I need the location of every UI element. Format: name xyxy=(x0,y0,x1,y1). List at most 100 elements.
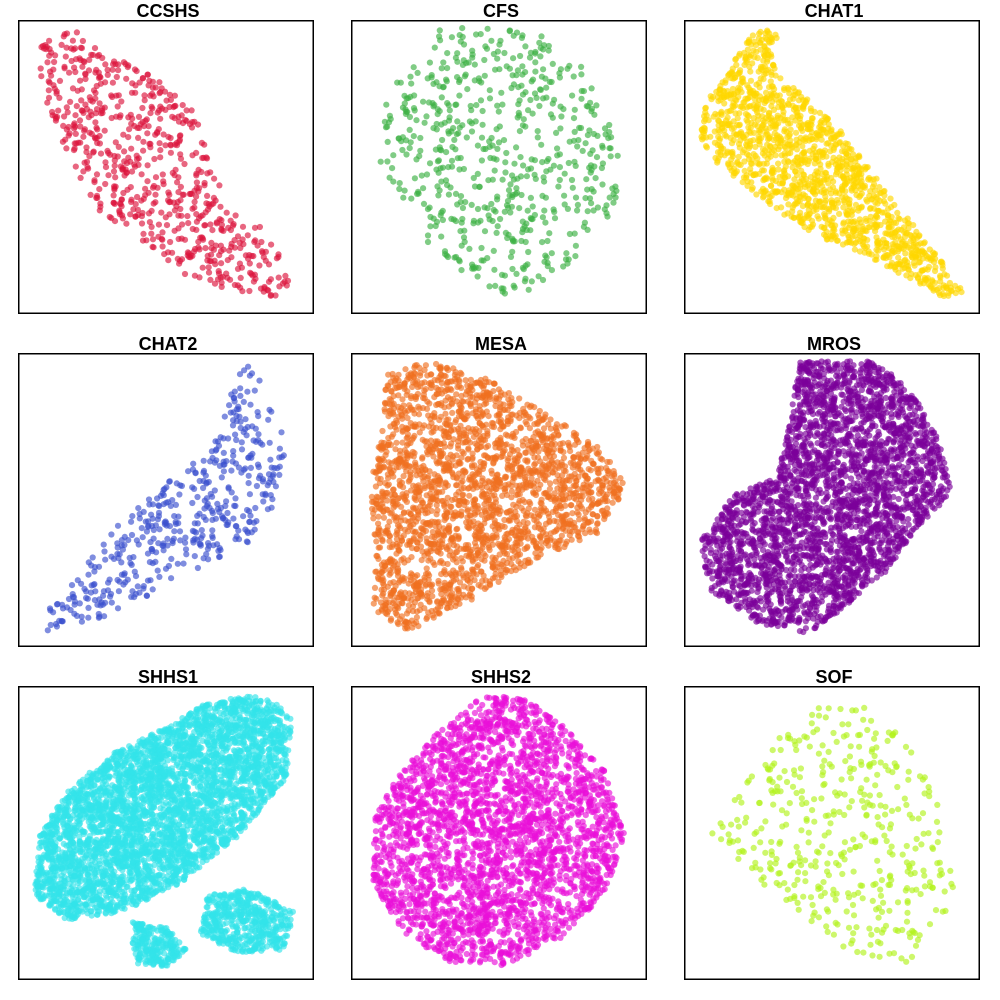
scatter-point xyxy=(216,553,223,560)
scatter-point xyxy=(505,231,512,238)
scatter-point xyxy=(848,212,855,219)
scatter-point xyxy=(478,244,485,252)
scatter-point xyxy=(711,139,718,146)
scatter-point xyxy=(205,556,212,563)
scatter-point xyxy=(105,149,112,157)
scatter-point xyxy=(233,412,240,419)
scatter-point xyxy=(469,585,476,592)
scatter-point xyxy=(145,123,152,130)
scatter-point xyxy=(205,264,212,271)
scatter-point xyxy=(555,183,562,190)
scatter-point xyxy=(165,133,172,140)
scatter-point xyxy=(156,79,163,86)
scatter-point xyxy=(810,208,817,215)
scatter-point xyxy=(56,94,63,101)
scatter-point xyxy=(178,212,185,219)
scatter-point xyxy=(763,46,770,53)
scatter-point xyxy=(458,566,465,573)
scatter-point xyxy=(855,152,863,159)
scatter-point xyxy=(437,165,444,172)
scatter-point xyxy=(545,421,552,428)
scatter-point xyxy=(224,257,231,264)
scatter-point xyxy=(514,175,521,182)
scatter-point xyxy=(855,183,862,190)
scatter-point xyxy=(567,448,574,455)
scatter-point xyxy=(159,542,166,549)
scatter-point xyxy=(919,250,926,257)
scatter-point xyxy=(908,249,915,257)
scatter-point xyxy=(740,78,747,85)
scatter-point xyxy=(871,187,878,194)
scatter-point xyxy=(46,605,54,612)
scatter-point xyxy=(275,251,282,258)
scatter-point xyxy=(833,141,840,148)
scatter-point xyxy=(461,502,468,509)
scatter-point xyxy=(517,425,524,432)
scatter-points xyxy=(44,363,287,634)
scatter-point xyxy=(437,371,444,378)
scatter-point xyxy=(527,194,534,201)
scatter-point xyxy=(240,429,247,436)
scatter-point xyxy=(524,261,531,268)
scatter-point xyxy=(473,466,480,473)
scatter-point xyxy=(229,422,237,429)
scatter-point xyxy=(70,46,77,53)
scatter-point xyxy=(223,209,230,216)
scatter-point xyxy=(247,464,254,471)
scatter-point xyxy=(524,543,531,550)
scatter-point xyxy=(184,249,191,256)
scatter-point xyxy=(250,253,257,260)
scatter-point xyxy=(233,436,240,444)
scatter-point xyxy=(556,537,563,544)
scatter-point xyxy=(101,548,108,555)
scatter-point xyxy=(384,138,391,145)
scatter-point xyxy=(388,433,395,440)
scatter-point xyxy=(477,482,484,489)
scatter-point xyxy=(913,247,920,254)
scatter-point xyxy=(150,182,158,190)
scatter-point xyxy=(449,143,456,151)
scatter-point xyxy=(399,146,406,154)
scatter-point xyxy=(494,223,501,230)
scatter-point xyxy=(253,482,260,490)
scatter-point xyxy=(490,50,497,58)
scatter-point xyxy=(610,199,617,206)
scatter-point xyxy=(265,471,273,478)
scatter-point xyxy=(504,197,512,205)
scatter-point xyxy=(405,595,412,602)
scatter-point xyxy=(572,194,580,201)
scatter-point xyxy=(179,120,187,127)
scatter-point xyxy=(753,104,760,111)
scatter-point xyxy=(435,192,442,199)
scatter-point xyxy=(138,213,145,220)
scatter-point xyxy=(546,230,553,237)
scatter-point xyxy=(84,595,91,602)
scatter-point xyxy=(497,215,504,223)
scatter-point xyxy=(506,508,513,515)
scatter-point xyxy=(919,267,926,274)
scatter-point xyxy=(496,123,503,130)
scatter-point xyxy=(739,149,746,156)
scatter-point xyxy=(480,462,487,469)
scatter-points xyxy=(368,360,626,632)
scatter-point xyxy=(762,131,769,138)
scatter-point xyxy=(45,87,52,94)
scatter-point xyxy=(44,99,51,106)
scatter-point xyxy=(765,147,772,154)
scatter-point xyxy=(594,513,601,520)
scatter-point xyxy=(807,105,814,112)
scatter-point xyxy=(436,459,443,466)
scatter-point xyxy=(483,379,490,386)
scatter-point xyxy=(213,457,220,464)
scatter-point xyxy=(71,601,78,608)
scatter-point xyxy=(578,63,585,70)
scatter-point xyxy=(790,214,797,221)
scatter-point xyxy=(571,158,578,165)
scatter-point xyxy=(73,103,80,110)
scatter-point xyxy=(117,163,124,170)
scatter-point xyxy=(790,85,797,92)
scatter-point xyxy=(90,581,97,588)
scatter-point xyxy=(878,243,885,251)
scatter-point xyxy=(80,58,87,65)
scatter-point xyxy=(490,206,497,213)
